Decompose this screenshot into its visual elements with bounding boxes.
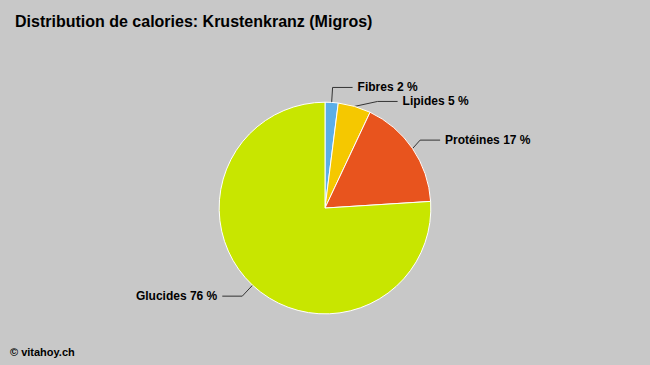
svg-text:© vitahoy.ch: © vitahoy.ch — [10, 346, 75, 358]
svg-text:Distribution de calories: Krus: Distribution de calories: Krustenkranz (… — [15, 13, 372, 30]
svg-text:Protéines 17 %: Protéines 17 % — [445, 133, 531, 147]
svg-text:Glucides 76 %: Glucides 76 % — [136, 289, 218, 303]
svg-text:Lipides 5 %: Lipides 5 % — [403, 94, 469, 108]
svg-text:Fibres 2 %: Fibres 2 % — [358, 80, 418, 94]
